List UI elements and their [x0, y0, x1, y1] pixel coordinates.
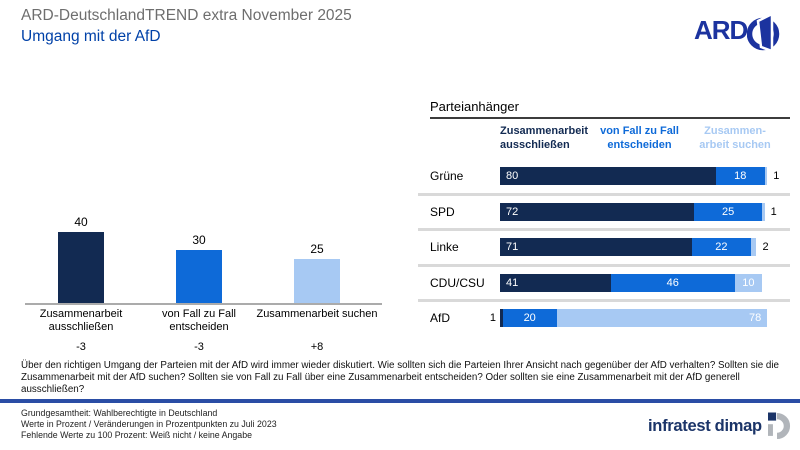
- bar-segment: [500, 274, 611, 292]
- column-header-ausschliessen: Zusammenarbeit ausschließen: [500, 125, 589, 151]
- bar-segment: [691, 238, 752, 256]
- segment-value: 71: [506, 241, 519, 253]
- bar-segment: [734, 274, 762, 292]
- footnote-line: Fehlende Werte zu 100 Prozent: Weiß nich…: [21, 429, 252, 440]
- bar-category-label: von Fall zu Fall entscheiden: [162, 308, 236, 333]
- infratest-dimap-text: infratest dimap: [648, 416, 762, 435]
- bar: [176, 249, 222, 303]
- ard-logo-text: ARD: [694, 15, 748, 45]
- bar-category-label: Zusammenarbeit ausschließen: [39, 308, 123, 333]
- bar: [294, 258, 340, 303]
- ard-one-icon: [747, 11, 780, 52]
- question-text: Über den richtigen Umgang der Parteien m…: [21, 360, 780, 395]
- segment-value-outside: 1: [489, 312, 496, 324]
- left-bar-chart: 40 Zusammenarbeit ausschließen -3 30 von Fal…: [0, 195, 430, 365]
- segment-value: 72: [506, 206, 519, 218]
- party-label: CDU/CSU: [430, 276, 485, 290]
- row-separator: [418, 264, 790, 267]
- bar-segment: [500, 238, 692, 256]
- column-header-fall-zu-fall: von Fall zu Fall entscheiden: [600, 125, 679, 151]
- infratest-dimap-logo: infratest dimap: [648, 412, 795, 440]
- bar-change-label: +8: [310, 341, 324, 353]
- bar-segment: [502, 309, 557, 327]
- row-separator: [418, 228, 790, 231]
- bar-change-label: -3: [76, 341, 86, 353]
- party-label: Grüne: [430, 169, 464, 183]
- ard-logo: ARD: [694, 8, 787, 52]
- row-separator: [418, 299, 790, 302]
- segment-value: 22: [715, 241, 728, 253]
- segment-value: 18: [734, 170, 747, 182]
- party-supporters-chart: Parteianhänger Zusammenarbeit ausschließ…: [0, 95, 800, 345]
- bar-segment: [751, 238, 757, 256]
- bar-segment: [500, 309, 503, 327]
- bar-category-label: Zusammenarbeit suchen: [256, 308, 378, 320]
- bar-segment: [500, 167, 716, 185]
- footnote-line: Grundgesamtheit: Wahlberechtigte in Deut…: [21, 408, 218, 418]
- bar-value: 30: [192, 232, 206, 247]
- right-chart-title: Parteianhänger: [430, 99, 519, 114]
- segment-value: 20: [523, 312, 536, 324]
- bar-value: 25: [310, 241, 324, 256]
- column-header-suchen: Zusammen- arbeit suchen: [699, 125, 771, 151]
- segment-value-outside: 1: [773, 170, 780, 182]
- bar-segment: [610, 274, 735, 292]
- bar-segment: [716, 167, 765, 185]
- segment-value: 46: [666, 277, 679, 289]
- page-subtitle: Umgang mit der AfD: [21, 28, 161, 45]
- bar-segment: [500, 203, 695, 221]
- segment-value: 78: [749, 312, 762, 324]
- segment-value: 25: [722, 206, 735, 218]
- bar-segment: [764, 167, 768, 185]
- row-separator: [418, 193, 790, 196]
- party-label: SPD: [430, 205, 455, 219]
- bar: [58, 231, 104, 303]
- bar-change-label: -3: [194, 341, 204, 353]
- segment-value: 80: [506, 170, 519, 182]
- infratest-dimap-icon: [767, 412, 790, 440]
- page-title: ARD-DeutschlandTREND extra November 2025: [21, 7, 352, 24]
- right-chart-title-underline: [430, 117, 790, 119]
- bar-value: 40: [74, 214, 88, 229]
- bar-segment: [761, 203, 765, 221]
- bar-segment: [694, 203, 762, 221]
- party-label: AfD: [430, 311, 451, 325]
- footer-divider: [0, 399, 800, 403]
- party-label: Linke: [430, 240, 459, 254]
- footnote-line: Werte in Prozent / Veränderungen in Proz…: [21, 418, 277, 429]
- footnotes: Grundgesamtheit: Wahlberechtigte in Deut…: [21, 408, 277, 440]
- x-axis-line: [25, 303, 382, 305]
- bar-segment: [556, 309, 768, 327]
- segment-value: 41: [506, 277, 519, 289]
- segment-value-outside: 1: [770, 206, 777, 218]
- segment-value-outside: 2: [762, 241, 769, 253]
- segment-value: 10: [742, 277, 755, 289]
